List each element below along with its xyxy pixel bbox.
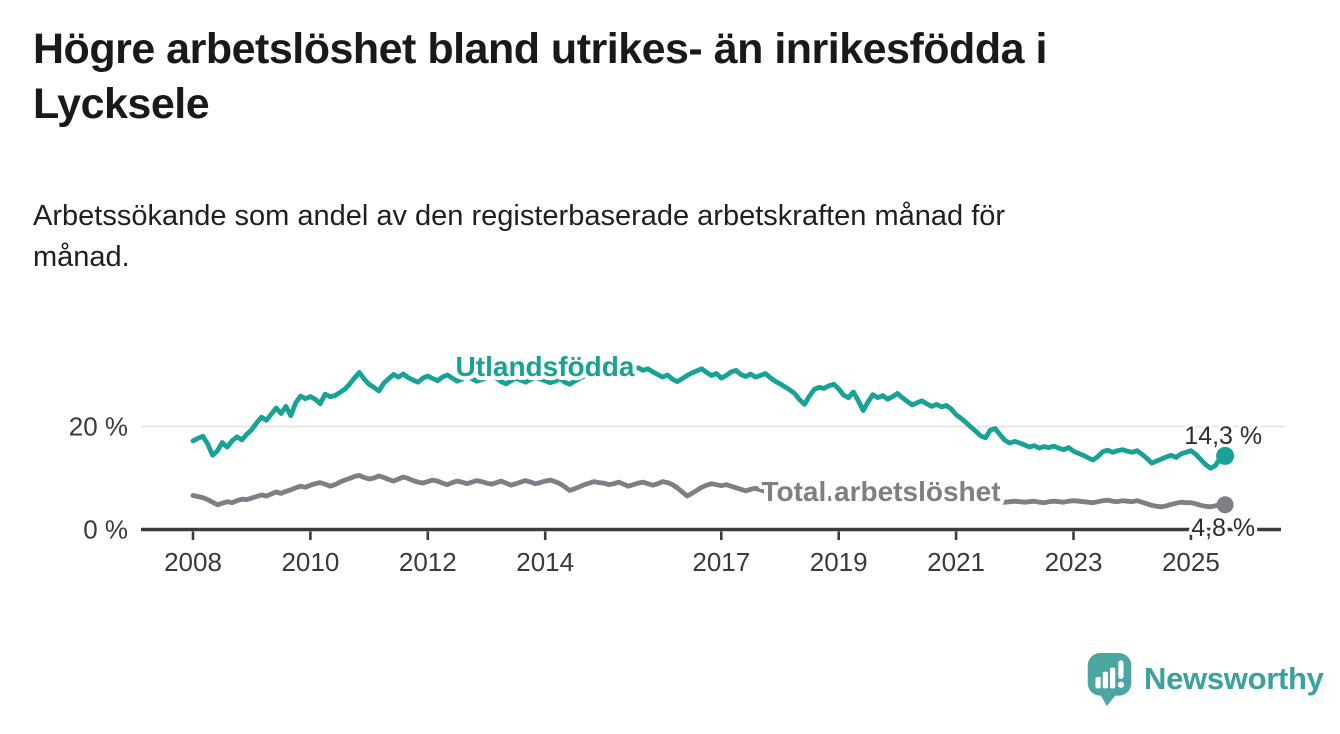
newsworthy-wordmark: Newsworthy — [1144, 661, 1324, 696]
x-axis-tick-label: 2017 — [692, 547, 750, 577]
y-axis-tick-label: 0 % — [83, 515, 128, 545]
x-axis-tick-label: 2012 — [399, 547, 457, 577]
series-end-dot-total — [1216, 496, 1234, 514]
end-value-label-utlandsfodda: 14,3 % — [1184, 422, 1262, 450]
x-axis-tick-label: 2025 — [1162, 547, 1220, 577]
x-axis-tick-label: 2023 — [1045, 547, 1103, 577]
x-axis-tick-label: 2019 — [810, 547, 868, 577]
series-line-utlandsfodda — [190, 365, 1228, 471]
series-label-utlandsfodda: Utlandsfödda — [456, 351, 635, 382]
chart-subtitle-line-2: månad. — [33, 241, 130, 274]
page-title: Högre arbetslöshet bland utrikes- än inr… — [33, 22, 1233, 132]
series-line-total — [190, 472, 1228, 510]
x-axis-tick-label: 2014 — [516, 547, 574, 577]
bar-chart-speech-bubble-icon — [1087, 653, 1132, 706]
x-axis-tick-label: 2010 — [281, 547, 339, 577]
page-title-line-1: Högre arbetslöshet bland utrikes- än inr… — [33, 25, 1047, 73]
y-axis-tick-label: 20 % — [69, 412, 128, 442]
chart-header: Högre arbetslöshet bland utrikes- än inr… — [33, 22, 1233, 132]
x-axis-tick-label: 2021 — [927, 547, 985, 577]
series-end-dot-utlandsfodda — [1216, 446, 1235, 465]
page-title-line-2: Lycksele — [33, 80, 210, 129]
series-label-total: Total arbetslöshet — [761, 476, 1000, 507]
chart-subtitle: Arbetssökande som andel av den registerb… — [33, 196, 1243, 278]
end-value-label-total: 4,8 % — [1191, 514, 1255, 542]
chart-subtitle-line-1: Arbetssökande som andel av den registerb… — [33, 200, 1006, 232]
newsworthy-logo: Newsworthy — [1086, 652, 1324, 706]
x-axis-tick-label: 2008 — [164, 547, 222, 577]
